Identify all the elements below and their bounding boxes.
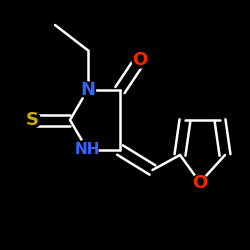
Text: S: S [26,111,39,129]
Circle shape [24,112,40,128]
Circle shape [132,52,148,68]
Text: N: N [80,81,95,99]
Text: O: O [192,174,208,192]
Circle shape [192,174,208,190]
Circle shape [77,140,98,160]
Text: NH: NH [75,142,100,158]
Text: O: O [132,51,148,69]
Circle shape [80,82,96,98]
